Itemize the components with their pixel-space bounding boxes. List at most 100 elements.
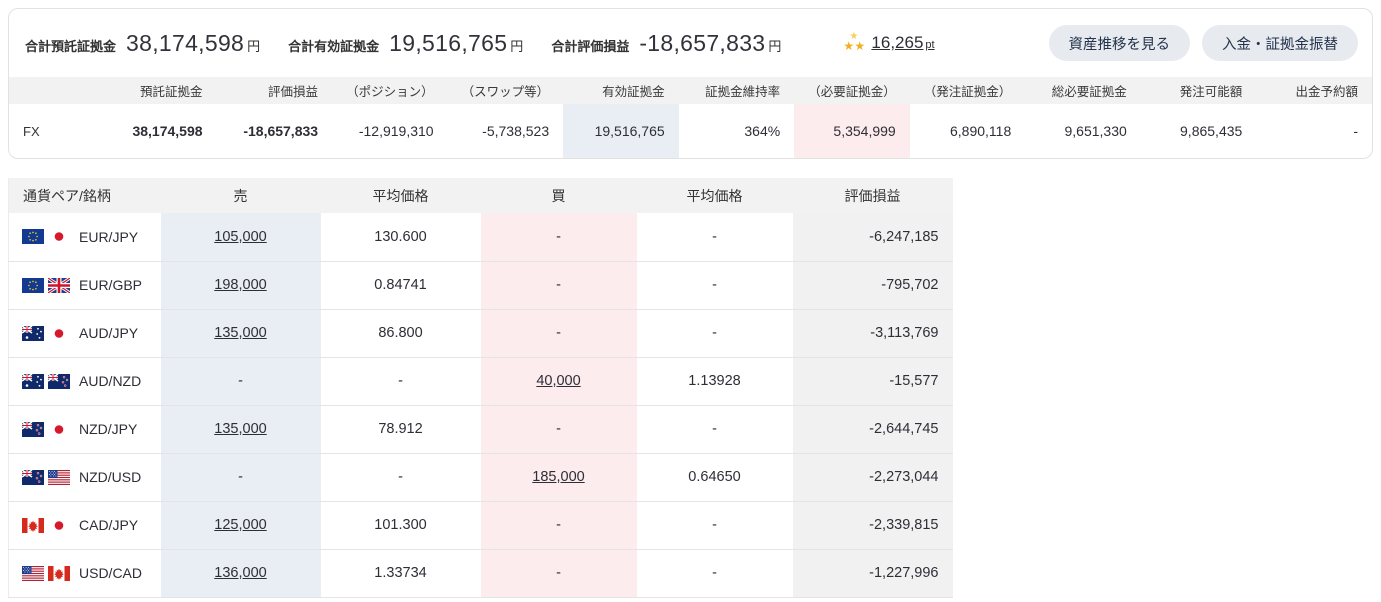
margin-table-header-row: 預託証拠金 評価損益 （ポジション） （スワップ等） 有効証拠金 証拠金維持率 （必要証拠金… xyxy=(9,77,1372,104)
points-unit: pt xyxy=(925,39,935,51)
position-qty-link[interactable]: 135,000 xyxy=(214,325,267,341)
sell-qty-cell: 136,000 xyxy=(160,549,321,598)
total-effective-margin-stat: 合計有効証拠金 19,516,765 円 xyxy=(288,30,523,57)
margin-col-spacer xyxy=(9,77,101,104)
margin-col-header-1: 評価損益 xyxy=(216,77,333,104)
pl-cell: -2,644,745 xyxy=(792,405,953,454)
pl-cell: -2,273,044 xyxy=(792,453,953,502)
position-row: NZD/JPY 135,000 78.912 - - -2,644,745 xyxy=(8,405,953,454)
total-deposit-margin-unit: 円 xyxy=(247,38,261,54)
margin-row-label: FX xyxy=(23,123,40,139)
position-qty-link[interactable]: 125,000 xyxy=(214,517,267,533)
flag-ca-icon xyxy=(22,517,44,533)
position-qty-link[interactable]: 135,000 xyxy=(214,421,267,437)
total-pl-label: 合計評価損益 xyxy=(551,38,630,54)
position-qty-link[interactable]: 105,000 xyxy=(214,228,267,245)
margin-value-10: - xyxy=(1353,123,1358,139)
currency-pair-label: USD/CAD xyxy=(79,565,143,581)
margin-col-header-0: 預託証拠金 xyxy=(101,77,217,104)
sell-avg-price-cell: 0.84741 xyxy=(320,261,481,310)
buy-avg-price-cell: 0.64650 xyxy=(636,453,793,502)
flag-nz-icon xyxy=(48,373,70,389)
currency-pair-cell: EUR/JPY xyxy=(8,213,161,262)
pl-cell: -6,247,185 xyxy=(792,213,953,262)
margin-value-3: -5,738,523 xyxy=(482,123,550,139)
buy-qty-cell: - xyxy=(480,501,637,550)
points-value: 16,265 xyxy=(871,33,924,52)
buy-avg-price-cell: - xyxy=(636,309,793,358)
pl-cell: -1,227,996 xyxy=(792,549,953,598)
position-row: NZD/USD - - 185,000 0.64650 -2,273,044 xyxy=(8,453,953,502)
total-pl-stat: 合計評価損益 -18,657,833 円 xyxy=(551,30,781,57)
position-row: EUR/JPY 105,000 130.600 - - -6,247,185 xyxy=(8,213,953,262)
buy-qty-cell: - xyxy=(480,213,637,262)
flag-jp-icon xyxy=(48,421,70,437)
margin-col-header-8: 総必要証拠金 xyxy=(1025,77,1141,104)
margin-value-6: 5,354,999 xyxy=(794,104,910,158)
pl-cell: -2,339,815 xyxy=(792,501,953,550)
margin-col-header-5: 証拠金維持率 xyxy=(678,77,795,104)
sell-qty-cell: 135,000 xyxy=(160,309,321,358)
total-effective-margin-unit: 円 xyxy=(510,38,524,54)
sell-avg-price-cell: 86.800 xyxy=(320,309,481,358)
sell-avg-price-cell: 130.600 xyxy=(320,213,481,262)
pos-col-header-3: 買 xyxy=(480,178,637,213)
position-qty-link[interactable]: 40,000 xyxy=(536,373,581,389)
flag-au-icon xyxy=(22,373,44,389)
margin-value-0: 38,174,598 xyxy=(132,123,203,139)
pos-col-header-5: 評価損益 xyxy=(792,178,953,213)
total-deposit-margin-stat: 合計預託証拠金 38,174,598 円 xyxy=(25,30,260,57)
currency-pair-label: CAD/JPY xyxy=(79,517,139,533)
flag-jp-icon xyxy=(48,229,70,245)
positions-table-header-row: 通貨ペア/銘柄売平均価格買平均価格 評価損益 xyxy=(8,178,953,213)
sell-qty-cell: - xyxy=(160,357,321,406)
currency-pair-label: EUR/JPY xyxy=(79,228,139,245)
position-qty-link[interactable]: 198,000 xyxy=(214,277,267,293)
stars-icon: ★ ★ ★ xyxy=(843,31,866,53)
currency-pair-label: EUR/GBP xyxy=(79,277,143,293)
margin-col-header-6: （必要証拠金） xyxy=(794,77,910,104)
flag-us-icon xyxy=(22,565,44,581)
sell-qty-cell: 105,000 xyxy=(160,213,321,262)
sell-avg-price-cell: 101.300 xyxy=(320,501,481,550)
currency-pair-cell: USD/CAD xyxy=(8,549,161,598)
points-link[interactable]: 16,265 pt xyxy=(871,33,934,53)
buy-qty-cell: 40,000 xyxy=(480,357,637,406)
position-qty-link[interactable]: 185,000 xyxy=(532,469,585,485)
total-pl-unit: 円 xyxy=(768,38,782,54)
currency-pair-label: AUD/NZD xyxy=(79,373,142,389)
flag-au-icon xyxy=(22,325,44,341)
deposit-margin-transfer-button[interactable]: 入金・証拠金振替 xyxy=(1202,25,1358,61)
flag-gb-icon xyxy=(48,277,70,293)
pl-cell: -795,702 xyxy=(792,261,953,310)
view-asset-transition-button[interactable]: 資産推移を見る xyxy=(1048,25,1190,61)
positions-table: 通貨ペア/銘柄売平均価格買平均価格 評価損益 EUR/JPY 105,000 13… xyxy=(8,178,953,598)
margin-summary-table: 預託証拠金 評価損益 （ポジション） （スワップ等） 有効証拠金 証拠金維持率 （必要証拠金… xyxy=(9,77,1372,158)
sell-qty-cell: 125,000 xyxy=(160,501,321,550)
buy-qty-cell: - xyxy=(480,309,637,358)
points-area: ★ ★ ★ 16,265 pt xyxy=(843,32,934,54)
flag-us-icon xyxy=(48,469,70,485)
position-qty-link[interactable]: 136,000 xyxy=(214,565,267,581)
total-effective-margin-value: 19,516,765 xyxy=(389,29,508,56)
buy-qty-cell: - xyxy=(480,549,637,598)
buy-qty-cell: - xyxy=(480,405,637,454)
pos-col-header-0: 通貨ペア/銘柄 xyxy=(8,178,161,213)
buy-avg-price-cell: - xyxy=(636,549,793,598)
flag-ca-icon xyxy=(48,565,70,581)
flag-nz-icon xyxy=(22,421,44,437)
currency-pair-cell: EUR/GBP xyxy=(8,261,161,310)
pl-cell: -3,113,769 xyxy=(792,309,953,358)
flag-eu-icon xyxy=(22,229,44,245)
total-deposit-margin-value: 38,174,598 xyxy=(126,29,245,56)
buy-avg-price-cell: - xyxy=(636,405,793,454)
margin-value-9: 9,865,435 xyxy=(1180,123,1243,139)
margin-table-fx-row: FX 38,174,598 -18,657,833 -12,919,310 -5,738… xyxy=(9,104,1372,158)
currency-pair-cell: NZD/JPY xyxy=(8,405,161,454)
margin-value-1: -18,657,833 xyxy=(243,123,319,139)
margin-value-4: 19,516,765 xyxy=(563,104,679,158)
currency-pair-label: NZD/USD xyxy=(79,469,142,485)
pos-col-header-2: 平均価格 xyxy=(320,178,481,213)
currency-pair-label: AUD/JPY xyxy=(79,325,139,341)
sell-avg-price-cell: 78.912 xyxy=(320,405,481,454)
